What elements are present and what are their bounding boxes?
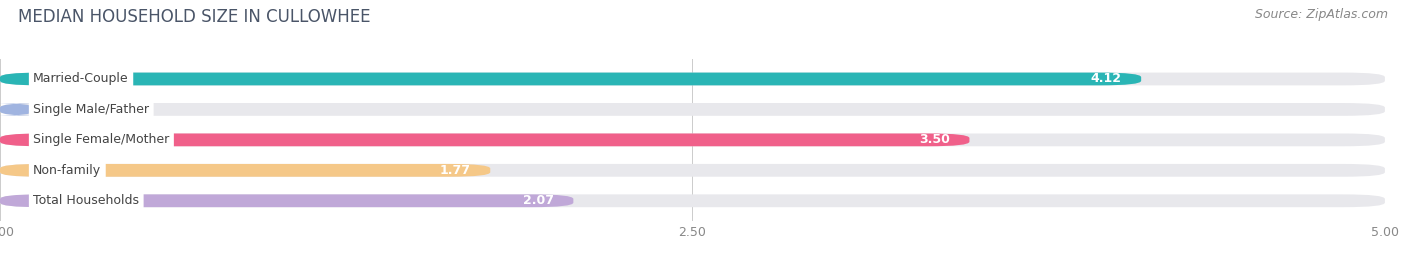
Text: 0.00: 0.00 (55, 103, 86, 116)
Text: 1.77: 1.77 (440, 164, 471, 177)
FancyBboxPatch shape (0, 164, 1385, 177)
Text: Single Male/Father: Single Male/Father (34, 103, 149, 116)
FancyBboxPatch shape (0, 103, 42, 116)
FancyBboxPatch shape (0, 73, 1385, 85)
Text: 2.07: 2.07 (523, 194, 554, 207)
FancyBboxPatch shape (0, 103, 1385, 116)
FancyBboxPatch shape (0, 194, 574, 207)
FancyBboxPatch shape (0, 133, 1385, 146)
Text: 4.12: 4.12 (1091, 72, 1122, 86)
Text: Total Households: Total Households (34, 194, 139, 207)
FancyBboxPatch shape (0, 164, 491, 177)
Text: Single Female/Mother: Single Female/Mother (34, 133, 170, 146)
FancyBboxPatch shape (0, 73, 1142, 85)
Text: 3.50: 3.50 (920, 133, 950, 146)
FancyBboxPatch shape (0, 194, 1385, 207)
Text: Source: ZipAtlas.com: Source: ZipAtlas.com (1254, 8, 1388, 21)
FancyBboxPatch shape (0, 133, 970, 146)
Text: MEDIAN HOUSEHOLD SIZE IN CULLOWHEE: MEDIAN HOUSEHOLD SIZE IN CULLOWHEE (18, 8, 371, 26)
Text: Non-family: Non-family (34, 164, 101, 177)
Text: Married-Couple: Married-Couple (34, 72, 129, 86)
